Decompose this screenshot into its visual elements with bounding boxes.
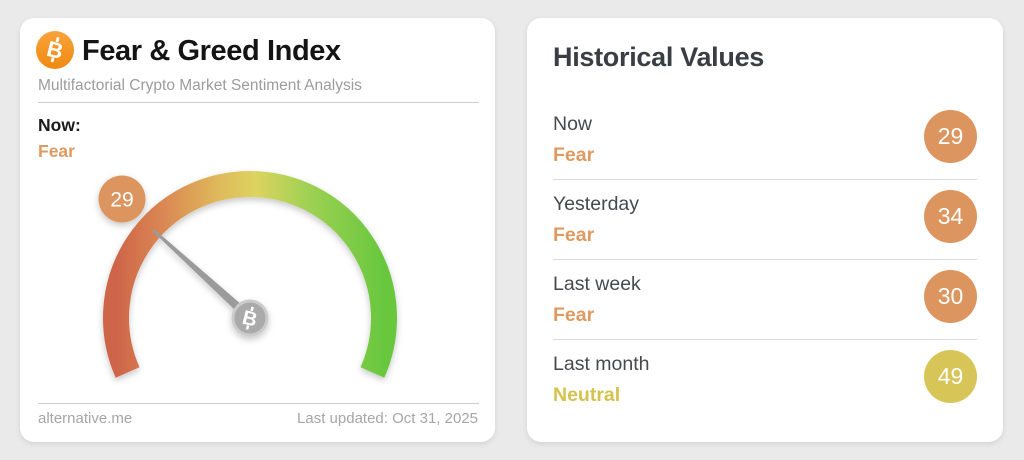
history-row-label: Yesterday	[553, 193, 640, 215]
last-updated-text: Last updated: Oct 31, 2025	[297, 410, 478, 427]
bitcoin-glyph: B	[44, 36, 65, 64]
history-row-now: Now Fear 29	[553, 100, 977, 180]
history-value-badge: 49	[924, 350, 977, 403]
gauge-arc	[103, 170, 397, 378]
history-row-label: Last week	[553, 273, 641, 295]
source-link[interactable]: alternative.me	[38, 410, 133, 427]
footer-divider	[38, 403, 479, 404]
history-row-last-week: Last week Fear 30	[553, 260, 977, 340]
page-subtitle: Multifactorial Crypto Market Sentiment A…	[38, 77, 362, 94]
historical-values-title: Historical Values	[553, 42, 765, 72]
card-footer: alternative.me Last updated: Oct 31, 202…	[38, 410, 478, 427]
history-value-badge: 29	[924, 110, 977, 163]
header-divider	[38, 102, 479, 103]
history-value-badge: 30	[924, 270, 977, 323]
history-row-sentiment: Fear	[553, 144, 595, 166]
gauge-card: B Fear & Greed Index Multifactorial Cryp…	[20, 18, 495, 442]
gauge-needle	[152, 228, 254, 322]
history-row-yesterday: Yesterday Fear 34	[553, 180, 977, 260]
history-row-label: Now	[553, 113, 593, 135]
history-value-badge: 34	[924, 190, 977, 243]
page-title: Fear & Greed Index	[82, 35, 341, 67]
now-label: Now:	[38, 115, 81, 135]
history-row-label: Last month	[553, 353, 650, 375]
history-row-sentiment: Fear	[553, 224, 595, 246]
bitcoin-icon: B	[36, 31, 74, 69]
gauge-chart: B 29	[98, 170, 397, 378]
gauge-value-text: 29	[110, 189, 133, 212]
now-sentiment: Fear	[38, 141, 75, 161]
history-row-last-month: Last month Neutral 49	[553, 340, 977, 420]
history-row-sentiment: Neutral	[553, 384, 621, 406]
gauge-pivot-bitcoin-icon: B	[231, 299, 269, 337]
pivot-bitcoin-glyph: B	[240, 307, 259, 332]
historical-values-list: Now Fear 29 Yesterday Fear 34 Last week …	[553, 100, 977, 420]
gauge-value-badge: 29	[98, 175, 146, 223]
historical-values-card: Historical Values Now Fear 29 Yesterday …	[527, 18, 1003, 442]
history-row-sentiment: Fear	[553, 304, 595, 326]
